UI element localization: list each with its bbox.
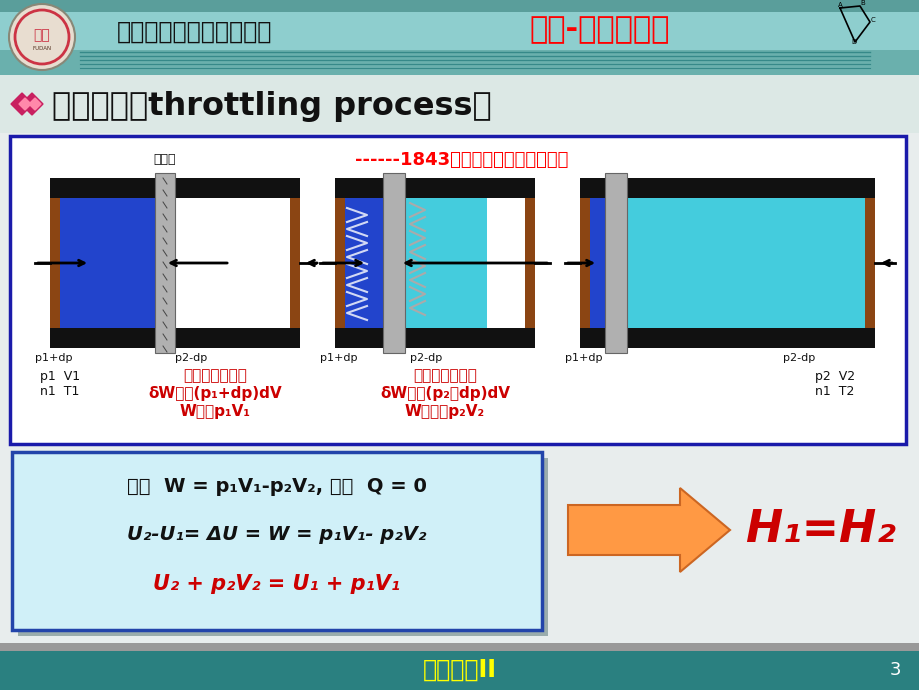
Text: 多孔塞: 多孔塞	[153, 153, 176, 166]
Text: p1+dp: p1+dp	[320, 353, 357, 363]
Text: δW左＝(p₁+dp)dV: δW左＝(p₁+dp)dV	[148, 386, 281, 401]
Text: 焦耳-汤姆逊效应: 焦耳-汤姆逊效应	[529, 15, 669, 44]
Text: W右＝－p₂V₂: W右＝－p₂V₂	[404, 404, 484, 419]
Text: D: D	[850, 39, 856, 45]
Text: 环境对体系作功: 环境对体系作功	[183, 368, 246, 383]
Text: 热力学第一定律和热化学: 热力学第一定律和热化学	[118, 20, 272, 44]
Text: W左＝p₁V₁: W左＝p₁V₁	[179, 404, 250, 419]
Text: p1+dp: p1+dp	[564, 353, 602, 363]
Polygon shape	[19, 98, 31, 110]
Bar	[60, 198, 154, 328]
Bar	[50, 328, 300, 348]
Bar	[579, 178, 589, 348]
Text: 总功  W = p₁V₁-p₂V₂, 总热  Q = 0: 总功 W = p₁V₁-p₂V₂, 总热 Q = 0	[127, 477, 426, 497]
Polygon shape	[21, 93, 43, 115]
Text: p2-dp: p2-dp	[782, 353, 814, 363]
Text: p2  V2: p2 V2	[814, 370, 854, 383]
Text: p2-dp: p2-dp	[175, 353, 207, 363]
Bar	[50, 178, 300, 198]
Text: B: B	[859, 0, 864, 6]
Bar	[335, 178, 345, 348]
Bar	[0, 12, 919, 50]
Bar	[579, 178, 874, 198]
Bar	[0, 643, 919, 651]
Text: δW右＝(p₂－dp)dV: δW右＝(p₂－dp)dV	[380, 386, 509, 401]
Bar	[864, 178, 874, 348]
Text: 复旦: 复旦	[34, 28, 51, 42]
Text: 3: 3	[889, 661, 900, 679]
Polygon shape	[11, 93, 33, 115]
Bar	[345, 198, 382, 328]
Text: 体系对环境作功: 体系对环境作功	[413, 368, 476, 383]
Text: FUDAN: FUDAN	[32, 46, 51, 50]
Text: p1  V1: p1 V1	[40, 370, 80, 383]
Bar	[0, 50, 919, 75]
Text: ------1843年的焦耳实验不够精确？: ------1843年的焦耳实验不够精确？	[355, 151, 568, 169]
Text: 物理化学II: 物理化学II	[423, 658, 496, 682]
Bar	[154, 173, 175, 353]
Bar	[50, 178, 60, 348]
Polygon shape	[29, 98, 41, 110]
Bar	[589, 198, 605, 328]
Bar	[624, 198, 864, 328]
Bar	[10, 136, 905, 444]
Polygon shape	[567, 488, 729, 572]
Bar	[525, 178, 535, 348]
Bar	[335, 328, 535, 348]
Circle shape	[9, 4, 75, 70]
Bar	[0, 75, 919, 133]
Text: U₂ + p₂V₂ = U₁ + p₁V₁: U₂ + p₂V₂ = U₁ + p₁V₁	[153, 574, 400, 594]
Bar	[0, 651, 919, 690]
Text: H₁=H₂: H₁=H₂	[743, 509, 894, 551]
Text: n1  T1: n1 T1	[40, 385, 79, 398]
Text: A: A	[837, 2, 842, 8]
Bar	[404, 198, 486, 328]
Bar	[382, 173, 404, 353]
Bar	[0, 0, 919, 75]
Bar	[605, 173, 627, 353]
Text: p2-dp: p2-dp	[410, 353, 442, 363]
Bar	[335, 178, 535, 198]
Bar	[18, 458, 548, 636]
Bar	[579, 328, 874, 348]
Bar	[175, 198, 255, 328]
Bar	[0, 0, 919, 12]
Text: n1  T2: n1 T2	[814, 385, 854, 398]
Text: U₂-U₁= ΔU = W = p₁V₁- p₂V₂: U₂-U₁= ΔU = W = p₁V₁- p₂V₂	[127, 524, 426, 544]
Text: 节流过程（throttling process）: 节流过程（throttling process）	[52, 90, 492, 121]
Bar	[12, 452, 541, 630]
Bar	[289, 178, 300, 348]
Text: p1+dp: p1+dp	[35, 353, 73, 363]
Text: C: C	[870, 17, 875, 23]
